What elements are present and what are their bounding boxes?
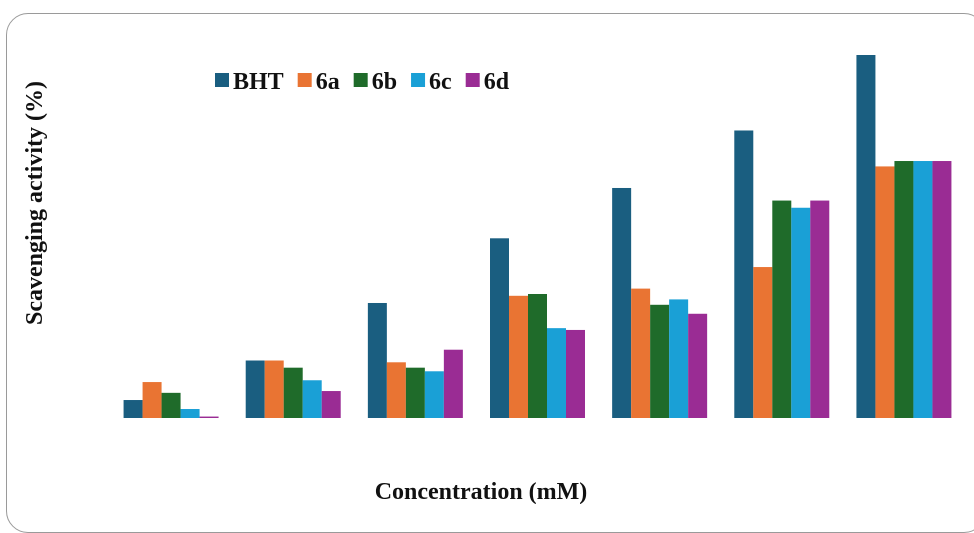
bar-6a-4 (509, 295, 528, 418)
legend-label-6a: 6a (316, 69, 340, 95)
legend-swatch-6c (411, 73, 426, 87)
bar-bht-1 (123, 400, 143, 418)
bars-group (123, 55, 952, 419)
bar-6b-5 (650, 304, 670, 418)
legend-swatch-bht (215, 73, 229, 87)
x-axis-title: Concentration (mM) (375, 479, 588, 504)
bar-6a-1 (142, 382, 162, 418)
bar-6c-3 (424, 371, 444, 418)
bar-6d-1 (199, 416, 219, 418)
bar-bht-3 (367, 302, 387, 418)
legend-label-6d: 6d (484, 69, 510, 95)
bar-bht-2 (245, 360, 265, 418)
bar-6a-3 (386, 362, 406, 418)
bar-6d-2 (321, 391, 341, 418)
bar-6d-4 (566, 329, 585, 418)
legend-label-6c: 6c (429, 69, 452, 95)
bar-6d-6 (810, 200, 830, 418)
bar-6d-5 (688, 313, 708, 418)
bar-6c-6 (791, 207, 811, 418)
bar-6b-3 (405, 367, 425, 418)
bar-6a-5 (631, 288, 651, 418)
bar-6b-7 (894, 161, 914, 418)
legend-swatch-6b (353, 73, 368, 87)
bar-bht-4 (490, 238, 509, 418)
bar-6c-5 (669, 299, 689, 418)
bar-6c-1 (180, 409, 200, 418)
legend-swatch-6a (297, 73, 312, 87)
legend: BHT 6a 6b 6c 6d (215, 69, 510, 95)
bar-6c-4 (547, 328, 566, 418)
legend-swatch-6d (465, 73, 480, 87)
bar-6c-2 (302, 380, 322, 418)
bar-6a-7 (875, 166, 895, 418)
bar-6d-7 (932, 161, 952, 418)
bar-6c-7 (913, 161, 933, 418)
bar-6a-6 (753, 267, 773, 418)
bar-6b-1 (161, 392, 181, 418)
bar-bht-7 (856, 55, 876, 418)
legend-label-6b: 6b (372, 69, 397, 95)
chart: BHT 6a 6b 6c 6d Concentration (mM) Scavengin… (22, 55, 952, 504)
bar-6d-3 (443, 349, 463, 418)
bar-6b-2 (283, 367, 303, 418)
legend-label-bht: BHT (233, 69, 284, 95)
y-axis-title: Scavenging activity (%) (22, 81, 48, 325)
bar-bht-5 (612, 187, 632, 418)
bar-6b-6 (772, 200, 792, 418)
bar-bht-6 (734, 130, 754, 419)
bar-6b-4 (528, 294, 547, 418)
bar-6a-2 (264, 360, 284, 418)
